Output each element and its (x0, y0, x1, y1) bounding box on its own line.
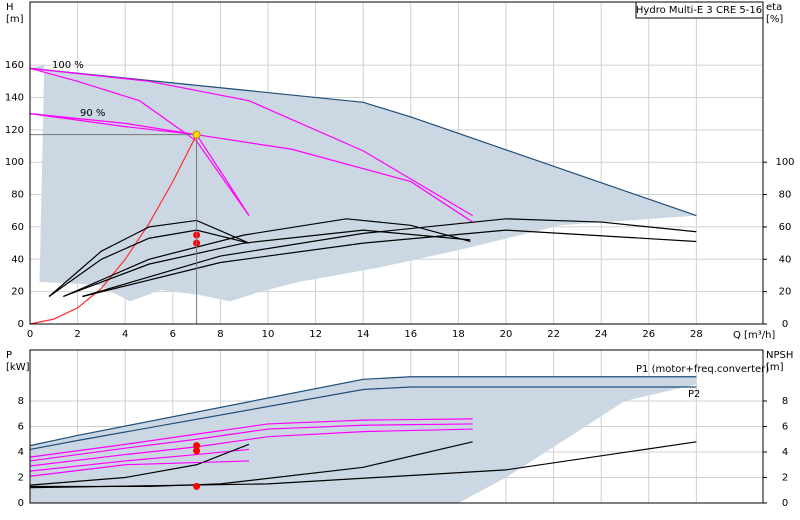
y2-unit: [%] (766, 14, 783, 25)
y-tick-label: 100 (5, 157, 24, 168)
x-tick-label: 2 (74, 329, 80, 340)
annotation: 90 % (80, 108, 105, 119)
y-label: H (6, 2, 14, 13)
y-tick-label: 60 (11, 222, 24, 233)
x-tick-label: 20 (500, 329, 513, 340)
curve (48, 219, 250, 297)
y2-unit: [m] (766, 362, 784, 373)
plot-frame (29, 349, 764, 504)
curve (48, 229, 250, 297)
y2-label: eta (766, 2, 782, 13)
annotation: P2 (688, 389, 700, 400)
y2-tick-label: 2 (782, 473, 788, 484)
curve (29, 67, 697, 217)
y-unit: [kW] (6, 362, 30, 373)
curve (29, 113, 473, 223)
x-tick-label: 8 (217, 329, 223, 340)
curve (29, 423, 473, 462)
y2-tick-label: 80 (779, 190, 792, 201)
curve (29, 443, 250, 486)
y-tick-label: 6 (18, 422, 24, 433)
x-tick-label: 4 (122, 329, 128, 340)
x-tick-label: 22 (547, 329, 560, 340)
y-tick-label: 160 (5, 60, 24, 71)
x-label: Q [m³/h] (733, 330, 775, 341)
plot-frame (29, 1, 764, 325)
curve (29, 448, 250, 472)
annotation: 100 % (52, 60, 84, 71)
curve (29, 134, 198, 325)
curve (29, 376, 697, 447)
x-tick-label: 6 (170, 329, 176, 340)
curve (29, 67, 473, 217)
x-tick-label: 0 (27, 329, 33, 340)
y-tick-label: 140 (5, 92, 24, 103)
y2-tick-label: 4 (782, 447, 788, 458)
y2-tick-label: 0 (782, 319, 788, 330)
marker (192, 130, 201, 139)
marker (193, 447, 201, 455)
y-tick-label: 0 (18, 319, 24, 330)
annotation: P1 (motor+freq.converter) (636, 364, 769, 375)
x-tick-label: 24 (595, 329, 608, 340)
x-tick-label: 26 (642, 329, 655, 340)
y-tick-label: 40 (11, 254, 24, 265)
y-tick-label: 80 (11, 190, 24, 201)
y2-tick-label: 20 (779, 287, 792, 298)
y-unit: [m] (6, 14, 24, 25)
y2-tick-label: 100 (775, 157, 794, 168)
operating-area (30, 376, 697, 503)
x-tick-label: 16 (404, 329, 417, 340)
y2-tick-label: 40 (779, 254, 792, 265)
y-tick-label: 20 (11, 287, 24, 298)
y-tick-label: 2 (18, 473, 24, 484)
marker (193, 482, 201, 490)
x-tick-label: 18 (452, 329, 465, 340)
x-tick-label: 12 (309, 329, 322, 340)
curve (29, 441, 697, 489)
y2-tick-label: 60 (779, 222, 792, 233)
chart-title: Hydro Multi-E 3 CRE 5-16 (636, 5, 762, 16)
x-tick-label: 28 (690, 329, 703, 340)
curve (29, 67, 250, 216)
y-tick-label: 120 (5, 125, 24, 136)
y-tick-label: 0 (18, 498, 24, 509)
y2-tick-label: 0 (782, 498, 788, 509)
y-tick-label: 4 (18, 447, 24, 458)
title-box (635, 1, 764, 19)
curve (82, 218, 697, 298)
curve (82, 229, 697, 298)
curve (29, 386, 697, 451)
y-tick-label: 8 (18, 396, 24, 407)
curve (63, 229, 471, 298)
marker (193, 442, 201, 450)
y2-label: NPSH (766, 350, 793, 361)
y2-tick-label: 6 (782, 422, 788, 433)
y-label: P (6, 350, 12, 361)
x-tick-label: 14 (357, 329, 370, 340)
curve (29, 460, 249, 477)
x-tick-label: 10 (262, 329, 275, 340)
curve (29, 428, 473, 467)
y2-tick-label: 8 (782, 396, 788, 407)
curve (29, 418, 473, 458)
